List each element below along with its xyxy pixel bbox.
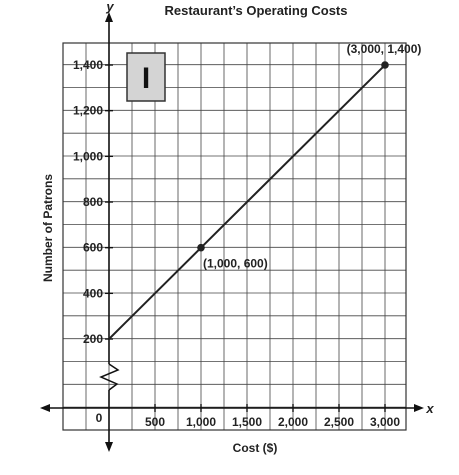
y-tick-label: 400	[83, 286, 103, 300]
y-axis-break	[99, 363, 120, 391]
x-tick-label: 500	[145, 415, 165, 429]
chart-title: Restaurant’s Operating Costs	[164, 3, 347, 18]
x-axis-label: Cost ($)	[233, 441, 278, 455]
y-axis-label: Number of Patrons	[41, 174, 55, 282]
x-axis-arrow-left	[40, 404, 50, 412]
grid	[62, 42, 407, 431]
y-tick-label: 200	[83, 332, 103, 346]
y-tick-label: 600	[83, 241, 103, 255]
y-tick-label: 1,200	[73, 104, 103, 118]
grid-border	[62, 42, 407, 431]
x-tick-label: 1,000	[186, 415, 216, 429]
x-tick-label: 1,500	[232, 415, 262, 429]
data-point	[381, 61, 389, 69]
x-tick-label: 2,000	[278, 415, 308, 429]
point-label: (3,000, 1,400)	[347, 42, 422, 56]
y-axis-arrow-up	[105, 12, 113, 22]
point-label: (1,000, 600)	[203, 257, 268, 271]
x-tick-label: 2,500	[324, 415, 354, 429]
y-tick-label: 800	[83, 195, 103, 209]
x-axis-arrow-right	[414, 404, 424, 412]
badge-box	[126, 52, 166, 102]
x-tick-label: 3,000	[370, 415, 400, 429]
data-point	[197, 243, 205, 252]
badge-label: I	[142, 62, 150, 95]
badge: I	[126, 52, 166, 102]
series	[108, 61, 389, 340]
axes	[40, 12, 424, 452]
x-axis-letter: x	[425, 401, 434, 416]
labels: 500 1,000 1,500 2,000 2,500 3,000 200 400 600 800…	[73, 42, 421, 429]
y-axis-letter: y	[105, 0, 114, 14]
y-tick-label: 1,000	[73, 149, 103, 163]
y-tick-label: 1,400	[73, 58, 103, 72]
origin-label: 0	[96, 411, 103, 425]
y-axis-arrow-down	[105, 442, 113, 452]
